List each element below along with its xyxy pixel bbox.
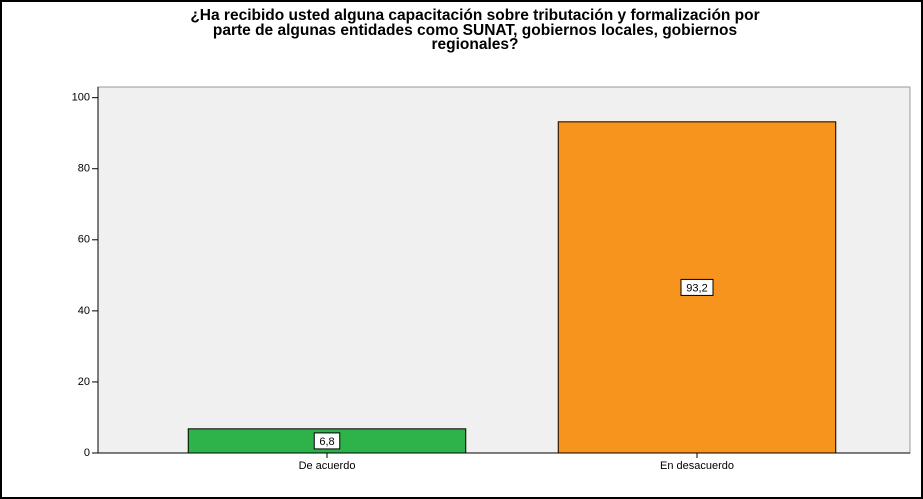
- y-tick-label: 0: [84, 447, 90, 459]
- value-label: 6,8: [319, 436, 334, 448]
- value-label-box: [313, 432, 341, 450]
- value-label-box: [680, 278, 714, 296]
- chart-title: ¿Ha recibido usted alguna capacitación s…: [190, 7, 759, 24]
- chart-title: parte de algunas entidades como SUNAT, g…: [213, 22, 737, 39]
- x-tick-label: En desacuerdo: [660, 460, 734, 472]
- x-tick-label: De acuerdo: [299, 460, 356, 472]
- y-tick-label: 60: [78, 234, 90, 246]
- y-tick-label: 100: [72, 92, 90, 104]
- y-tick-label: 40: [78, 305, 90, 317]
- value-label: 93,2: [686, 282, 707, 294]
- chart-title: regionales?: [432, 36, 519, 53]
- y-tick-label: 20: [78, 376, 90, 388]
- y-tick-label: 80: [78, 163, 90, 175]
